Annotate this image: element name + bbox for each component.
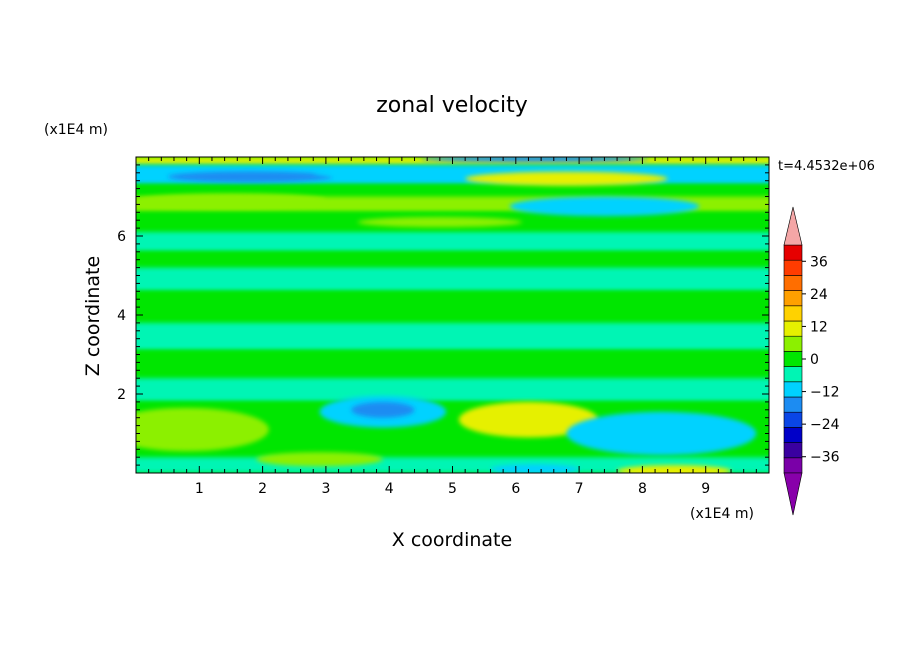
- colorbar-swatch: [783, 427, 803, 443]
- x-unit-label: (x1E4 m): [690, 506, 754, 522]
- velocity-cell: [465, 171, 668, 186]
- colorbar-tick-label: 0: [810, 352, 819, 368]
- colorbar: 36 24 12 0 −12 −24 −36: [783, 206, 840, 516]
- velocity-band: [136, 251, 769, 268]
- x-axis-label: X coordinate: [392, 529, 512, 551]
- velocity-band: [136, 232, 769, 252]
- x-tick-label: 7: [575, 481, 584, 497]
- velocity-cell: [566, 411, 757, 456]
- colorbar-tick-label: 24: [810, 287, 828, 303]
- x-tick-label: 3: [321, 481, 330, 497]
- velocity-cell: [136, 193, 326, 208]
- velocity-cell: [313, 168, 440, 177]
- y-unit-label: (x1E4 m): [44, 122, 108, 138]
- y-tick-label: 2: [117, 387, 126, 403]
- colorbar-swatch: [783, 244, 803, 261]
- colorbar-tick-label: −36: [810, 450, 840, 466]
- x-tick-label: 5: [448, 481, 457, 497]
- colorbar-swatch: [783, 366, 803, 383]
- colorbar-swatch: [783, 305, 803, 322]
- x-tick-label: 2: [258, 481, 267, 497]
- colorbar-swatch: [783, 320, 803, 337]
- velocity-cell: [351, 401, 415, 418]
- x-tick-label: 9: [701, 481, 710, 497]
- x-tick-label: 6: [511, 481, 520, 497]
- colorbar-swatch: [783, 275, 803, 291]
- time-label: t=4.4532e+06: [778, 159, 875, 174]
- colorbar-tick-label: 36: [810, 254, 828, 270]
- velocity-band: [136, 350, 769, 379]
- y-axis: 2 4 6: [117, 164, 769, 466]
- colorbar-tick-label: −24: [810, 417, 840, 433]
- colorbar-extend-low: [783, 472, 803, 516]
- colorbar-tick-label: −12: [810, 385, 840, 401]
- velocity-cell: [617, 465, 732, 473]
- velocity-cell: [256, 452, 383, 467]
- colorbar-swatch: [783, 442, 803, 459]
- colorbar-swatch: [783, 457, 803, 474]
- colorbar-swatch: [783, 335, 803, 352]
- velocity-cell: [136, 407, 269, 452]
- velocity-band: [136, 267, 769, 292]
- colorbar-swatch: [783, 396, 803, 413]
- x-tick-label: 8: [638, 481, 647, 497]
- colorbar-swatch: [783, 351, 803, 367]
- velocity-band: [136, 291, 769, 323]
- velocity-cell: [357, 217, 523, 228]
- colorbar-extend-high: [783, 206, 803, 246]
- velocity-field: [136, 157, 769, 473]
- colorbar-swatch: [783, 381, 803, 398]
- velocity-cell: [490, 464, 580, 473]
- velocity-band: [136, 184, 769, 197]
- colorbar-swatch: [783, 411, 803, 428]
- colorbar-swatch: [783, 259, 803, 276]
- colorbar-tick-label: 12: [810, 319, 828, 335]
- velocity-band: [136, 322, 769, 351]
- x-axis: 1 2 3 4 5 6 7 8 9: [148, 157, 757, 497]
- chart-title: zonal velocity: [376, 93, 528, 118]
- y-tick-label: 4: [117, 308, 126, 324]
- x-tick-label: 1: [195, 481, 204, 497]
- velocity-cell: [509, 196, 700, 217]
- x-tick-label: 4: [385, 481, 394, 497]
- colorbar-swatch: [783, 290, 803, 307]
- velocity-band: [136, 378, 769, 402]
- velocity-cell: [458, 401, 599, 438]
- velocity-cell: [167, 171, 333, 183]
- y-axis-label: Z coordinate: [82, 256, 104, 376]
- y-tick-label: 6: [117, 229, 126, 245]
